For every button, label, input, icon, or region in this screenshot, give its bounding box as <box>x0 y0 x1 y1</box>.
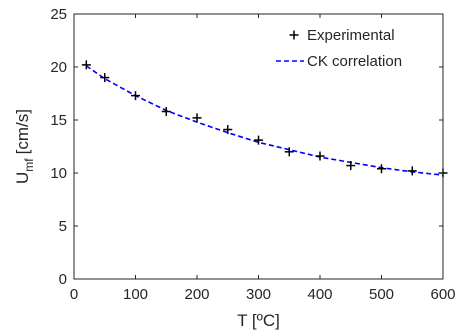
experimental-point-0 <box>81 60 91 70</box>
experimental-point-5 <box>223 125 233 135</box>
y-tick-label-2: 10 <box>50 165 67 182</box>
y-axis-label-unit: [cm/s] <box>13 109 32 154</box>
experimental-point-1 <box>100 73 110 83</box>
x-tick-label-5: 500 <box>369 286 394 303</box>
y-axis-label-main: U <box>13 172 32 184</box>
y-tick-label-1: 5 <box>59 218 67 235</box>
experimental-point-3 <box>161 107 171 117</box>
legend-box <box>278 20 438 74</box>
legend-label-ck-correlation: CK correlation <box>307 53 402 70</box>
y-tick-label-4: 20 <box>50 59 67 76</box>
y-axis-label: Umf [cm/s] <box>13 109 36 184</box>
experimental-point-2 <box>131 91 140 101</box>
x-tick-label-4: 400 <box>307 286 332 303</box>
y-tick-label-0: 0 <box>59 271 67 288</box>
legend: Experimental CK correlation <box>276 20 438 74</box>
experimental-point-9 <box>346 161 356 171</box>
experimental-point-4 <box>192 113 202 123</box>
y-axis-label-subscript: mf <box>22 158 36 172</box>
chart-marks <box>81 60 448 178</box>
experimental-point-11 <box>407 166 417 176</box>
ck-correlation-line <box>85 65 444 176</box>
legend-marker-experimental <box>289 30 299 40</box>
experimental-point-7 <box>284 147 294 157</box>
y-tick-label-3: 15 <box>50 112 67 129</box>
x-tick-label-1: 100 <box>123 286 148 303</box>
x-tick-label-0: 0 <box>70 286 78 303</box>
experimental-point-10 <box>377 164 386 174</box>
axis-ticks: 0 100 200 300 400 500 600 0 5 10 15 20 25 <box>50 6 455 303</box>
experimental-point-8 <box>315 151 325 161</box>
y-tick-label-5: 25 <box>50 6 67 23</box>
x-tick-label-3: 300 <box>246 286 271 303</box>
x-axis-label: T [ºC] <box>237 311 280 330</box>
legend-label-experimental: Experimental <box>307 27 395 44</box>
x-tick-label-2: 200 <box>184 286 209 303</box>
experimental-point-6 <box>254 135 263 145</box>
x-tick-label-6: 600 <box>430 286 455 303</box>
